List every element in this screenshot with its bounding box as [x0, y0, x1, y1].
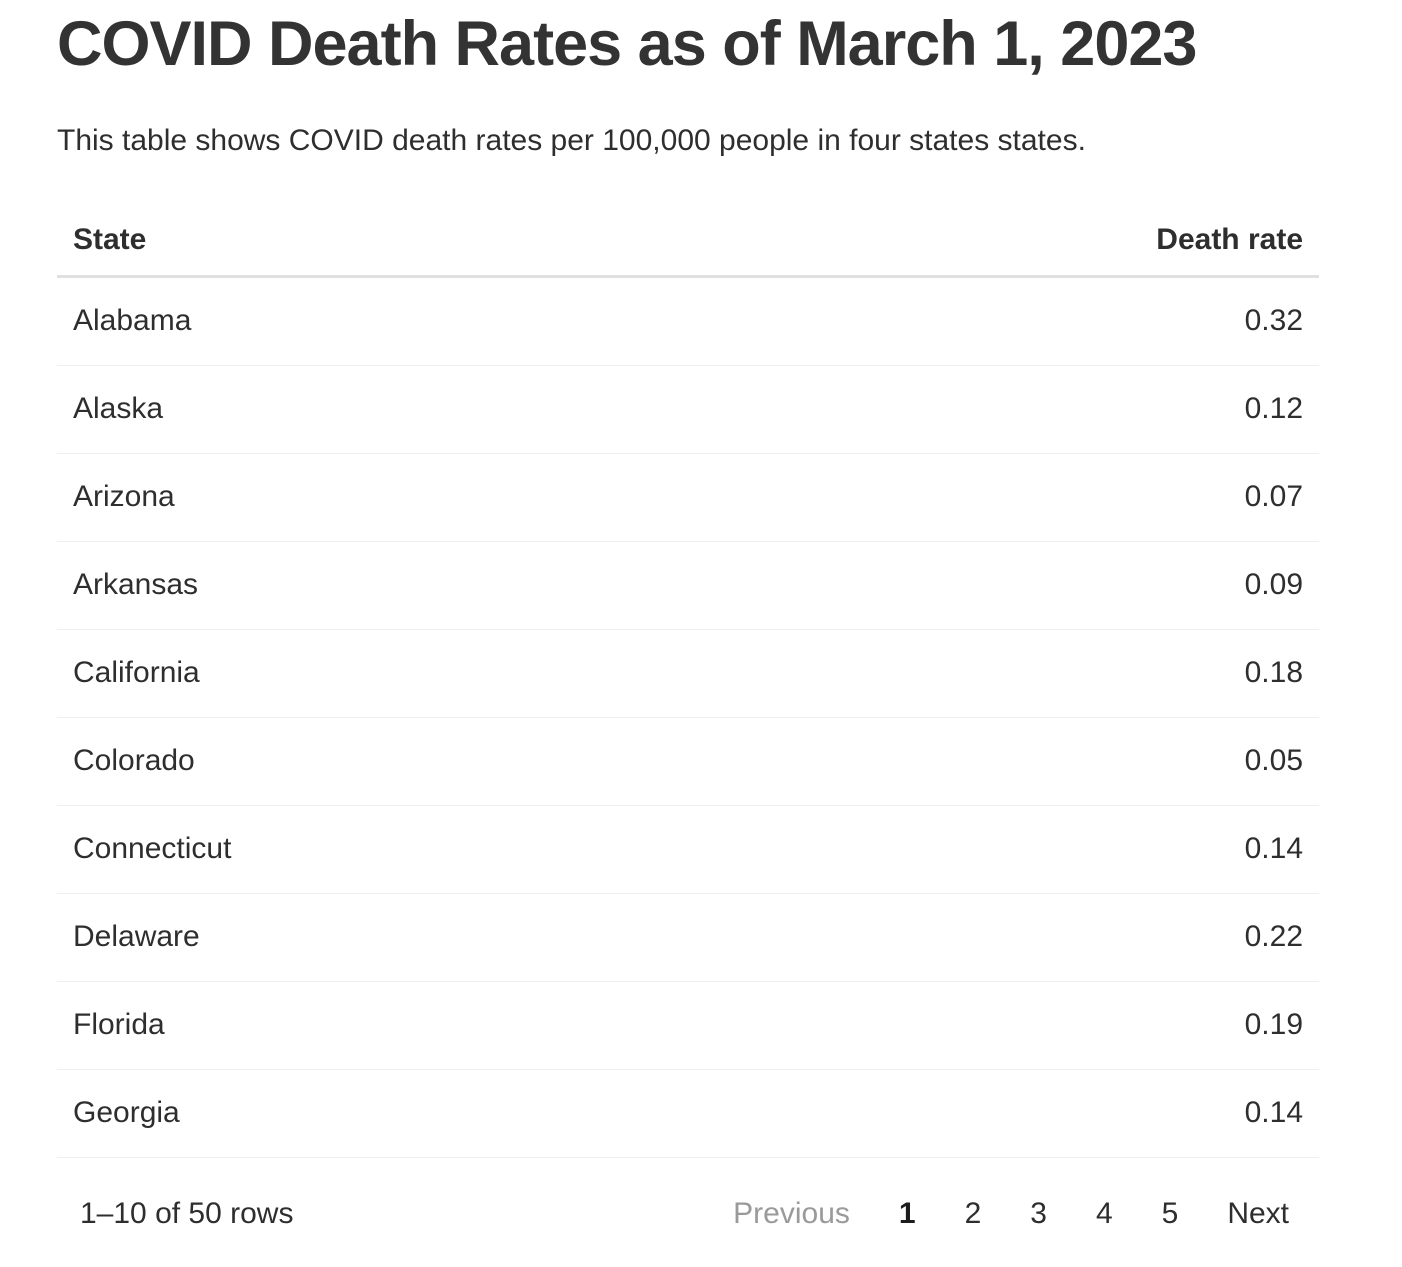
state-cell: California: [57, 629, 709, 718]
table-row: California 0.18: [57, 629, 1319, 718]
table-row: Arkansas 0.09: [57, 541, 1319, 630]
table-footer: 1–10 of 50 rows Previous 1 2 3 4 5 Next: [57, 1158, 1319, 1229]
column-header-death-rate: Death rate: [708, 206, 1319, 278]
death-rate-cell: 0.19: [708, 981, 1319, 1070]
death-rate-cell: 0.12: [708, 365, 1319, 454]
page-button-5[interactable]: 5: [1161, 1197, 1179, 1230]
state-cell: Alabama: [57, 276, 709, 366]
page-subtitle: This table shows COVID death rates per 1…: [57, 124, 1086, 157]
state-cell: Florida: [57, 981, 709, 1070]
death-rates-table: State Death rate Alabama 0.32 Alaska 0.1…: [57, 206, 1319, 1158]
table-row: Florida 0.19: [57, 981, 1319, 1070]
death-rate-cell: 0.05: [708, 717, 1319, 806]
column-header-state: State: [57, 206, 709, 278]
death-rate-cell: 0.14: [708, 805, 1319, 894]
table-row: Alabama 0.32: [57, 276, 1319, 366]
death-rate-cell: 0.09: [708, 541, 1319, 630]
table-row: Arizona 0.07: [57, 453, 1319, 542]
page-title: COVID Death Rates as of March 1, 2023: [57, 9, 1197, 79]
state-cell: Alaska: [57, 365, 709, 454]
death-rate-cell: 0.14: [708, 1069, 1319, 1158]
page-button-4[interactable]: 4: [1095, 1197, 1113, 1230]
table-body: Alabama 0.32 Alaska 0.12 Arizona 0.07 Ar…: [57, 276, 1319, 1158]
table-row: Georgia 0.14: [57, 1069, 1319, 1158]
table-row: Colorado 0.05: [57, 717, 1319, 806]
table-row: Alaska 0.12: [57, 365, 1319, 454]
previous-page-button[interactable]: Previous: [733, 1197, 850, 1230]
death-rate-cell: 0.32: [708, 276, 1319, 366]
next-page-button[interactable]: Next: [1227, 1197, 1289, 1230]
table-header-row: State Death rate: [57, 206, 1319, 278]
state-cell: Connecticut: [57, 805, 709, 894]
death-rate-cell: 0.22: [708, 893, 1319, 982]
state-cell: Georgia: [57, 1069, 709, 1158]
page-button-2[interactable]: 2: [964, 1197, 982, 1230]
state-cell: Colorado: [57, 717, 709, 806]
table-header: State Death rate: [57, 206, 1319, 278]
pagination: Previous 1 2 3 4 5 Next: [733, 1199, 1289, 1229]
state-cell: Arkansas: [57, 541, 709, 630]
state-cell: Arizona: [57, 453, 709, 542]
content-container: COVID Death Rates as of March 1, 2023 Th…: [57, 8, 1319, 1229]
death-rate-cell: 0.07: [708, 453, 1319, 542]
table-row: Delaware 0.22: [57, 893, 1319, 982]
table-row: Connecticut 0.14: [57, 805, 1319, 894]
page-button-1[interactable]: 1: [898, 1197, 916, 1230]
death-rate-cell: 0.18: [708, 629, 1319, 718]
page-button-3[interactable]: 3: [1030, 1197, 1047, 1230]
state-cell: Delaware: [57, 893, 709, 982]
row-count-status: 1–10 of 50 rows: [80, 1197, 294, 1230]
